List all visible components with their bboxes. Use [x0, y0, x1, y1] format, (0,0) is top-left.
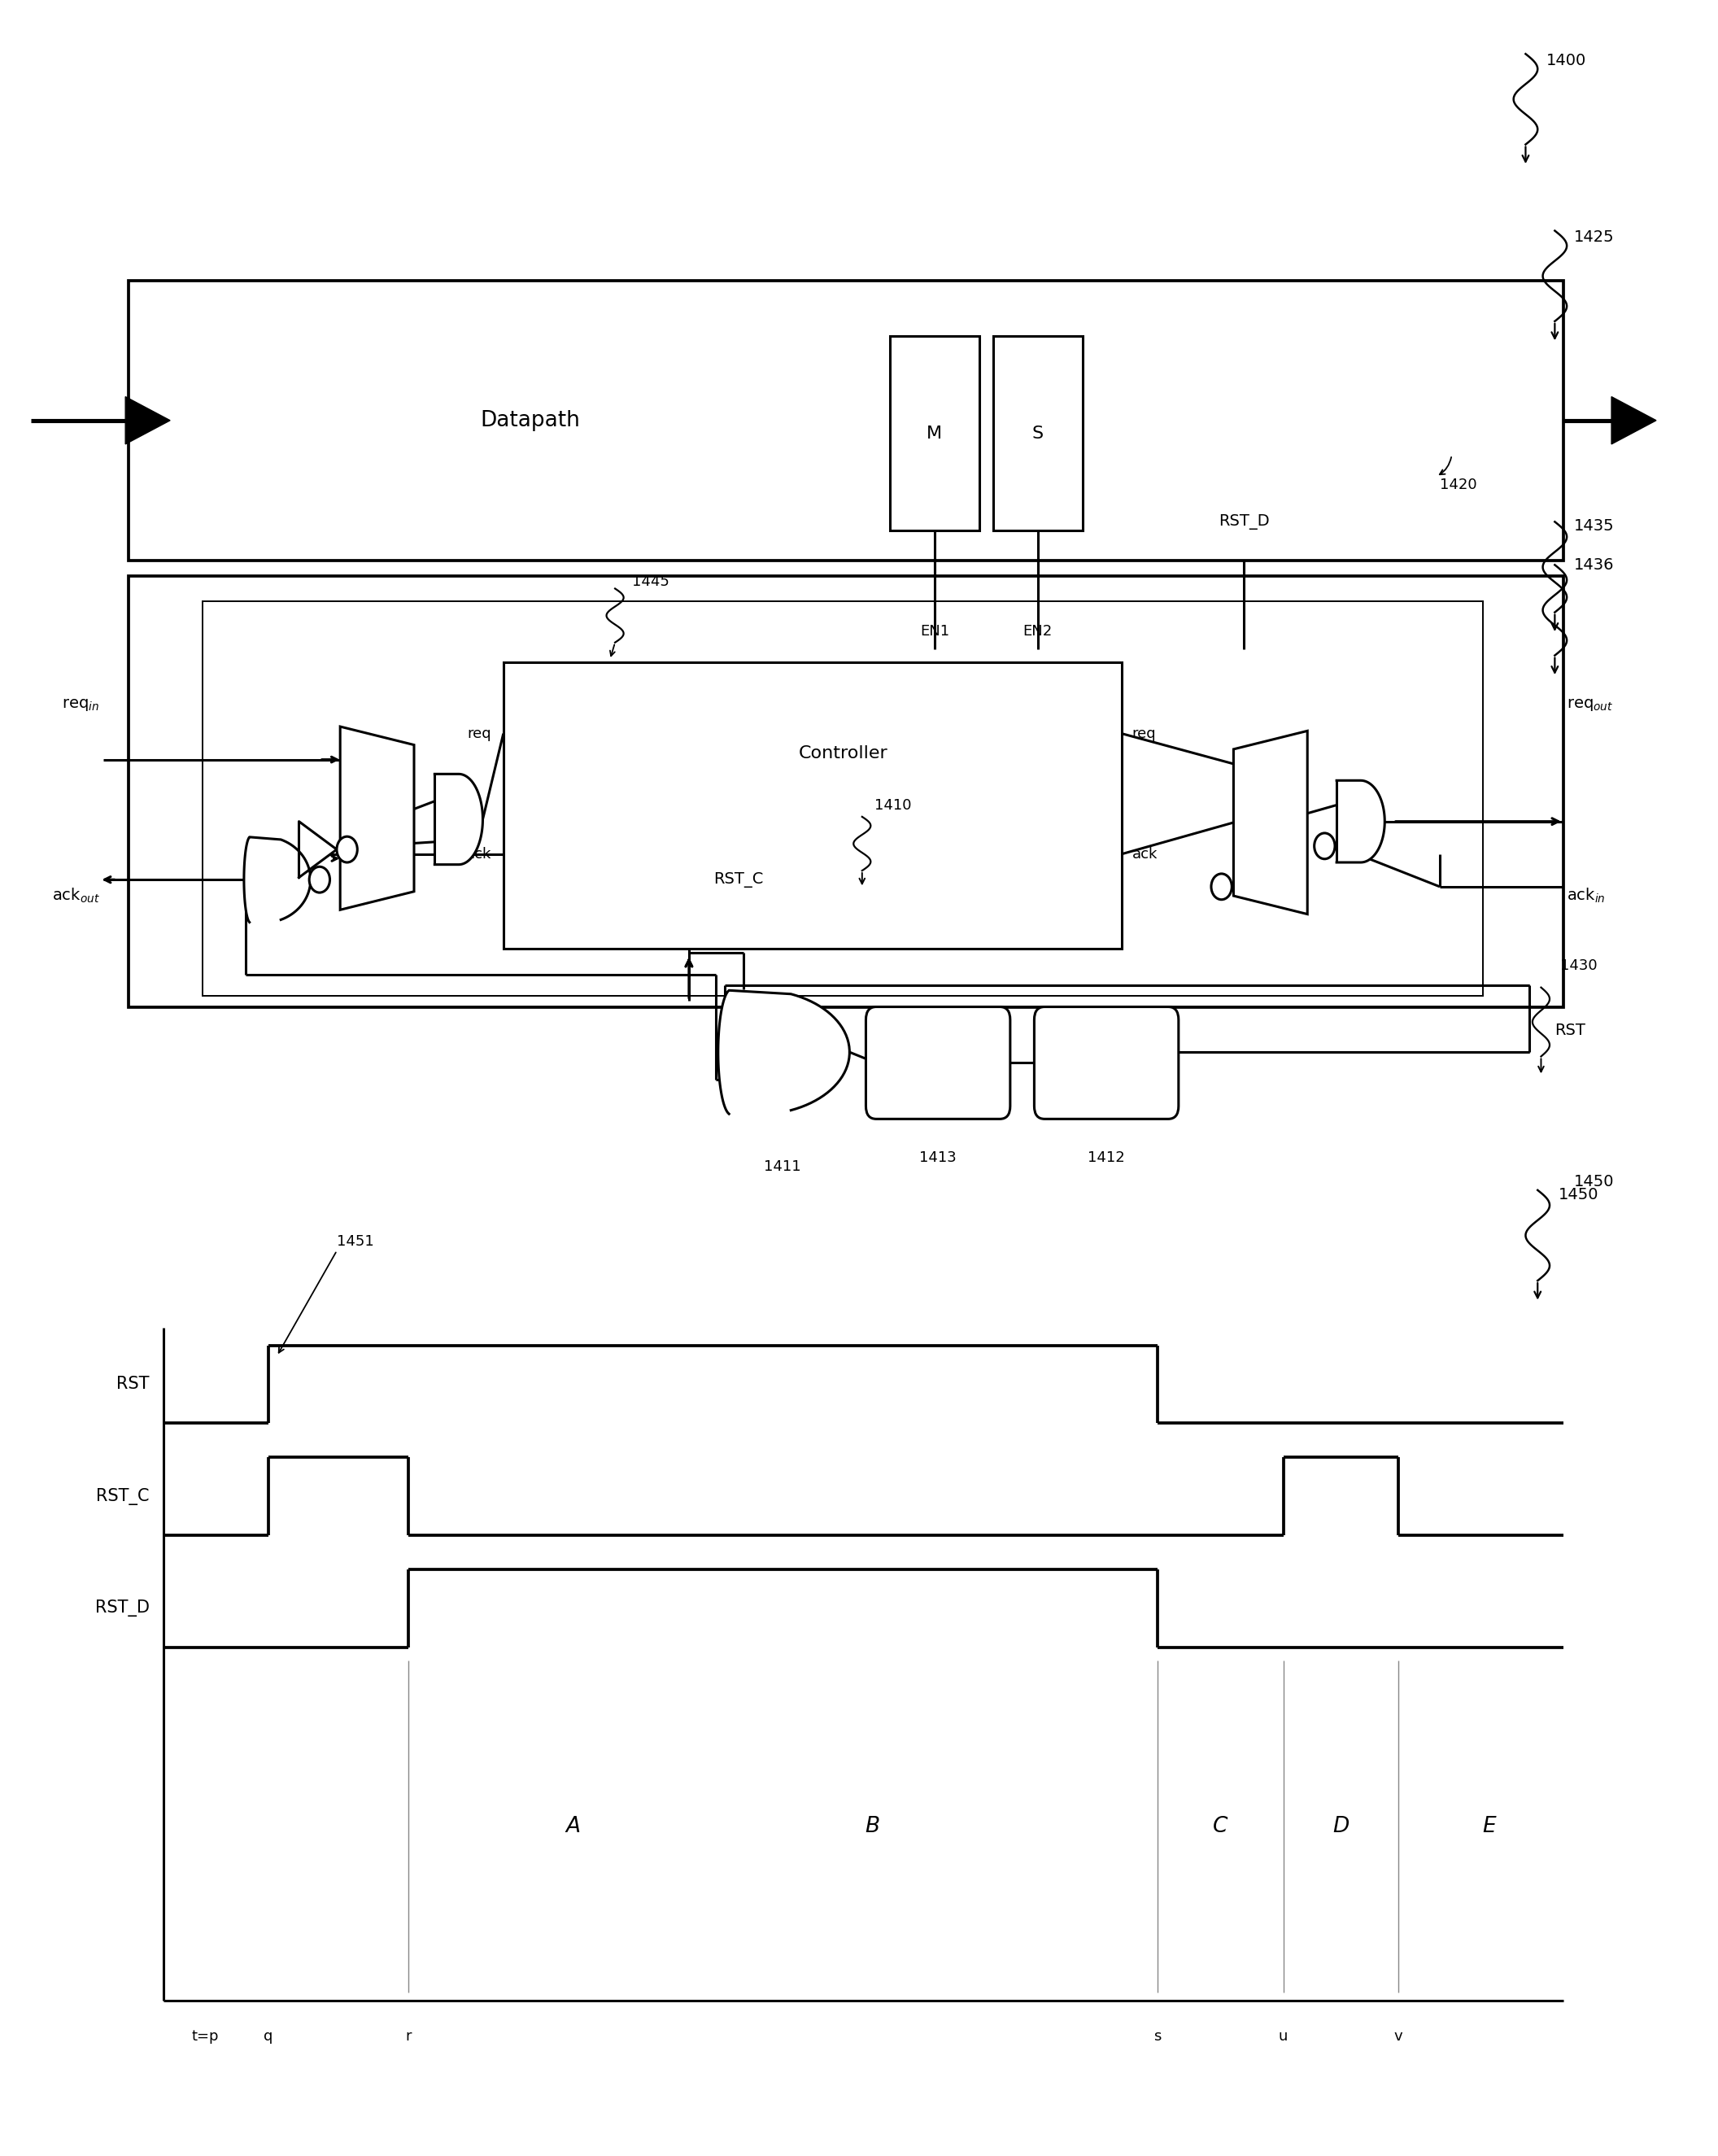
- Text: 1400: 1400: [1546, 52, 1586, 69]
- Text: RST: RST: [1555, 1022, 1586, 1039]
- Text: 1410: 1410: [874, 798, 912, 813]
- Text: 1430: 1430: [1560, 959, 1598, 972]
- Text: t=p: t=p: [192, 2029, 218, 2044]
- Text: 1425: 1425: [1574, 229, 1613, 246]
- Text: req: req: [1132, 727, 1156, 742]
- Text: req: req: [467, 727, 491, 742]
- Text: S: S: [1033, 425, 1043, 442]
- Text: E: E: [1483, 1815, 1496, 1837]
- Text: ack: ack: [1132, 847, 1158, 862]
- Circle shape: [337, 837, 357, 862]
- Bar: [890, 336, 979, 530]
- Bar: [129, 280, 1563, 561]
- Text: 1: 1: [1263, 770, 1271, 785]
- Text: 1435: 1435: [1574, 517, 1613, 535]
- Polygon shape: [1234, 731, 1307, 914]
- Text: 1411: 1411: [765, 1160, 801, 1173]
- Bar: [993, 336, 1082, 530]
- Text: 1420: 1420: [1440, 479, 1477, 492]
- Text: req$_{in}$: req$_{in}$: [62, 696, 100, 714]
- Text: 0: 0: [369, 765, 378, 780]
- FancyBboxPatch shape: [866, 1007, 1010, 1119]
- Polygon shape: [244, 837, 311, 923]
- Text: 1412: 1412: [1087, 1151, 1125, 1164]
- Text: A: A: [565, 1815, 581, 1837]
- Text: q: q: [263, 2029, 273, 2044]
- Text: ack$_{in}$: ack$_{in}$: [1567, 886, 1606, 906]
- Text: 1450: 1450: [1574, 1173, 1613, 1190]
- Text: v: v: [1393, 2029, 1402, 2044]
- Text: 1445: 1445: [632, 576, 670, 589]
- FancyBboxPatch shape: [1034, 1007, 1179, 1119]
- Text: EN2: EN2: [1022, 625, 1053, 638]
- Polygon shape: [125, 397, 170, 444]
- Text: 0: 0: [1263, 856, 1271, 871]
- Text: u: u: [1278, 2029, 1288, 2044]
- Text: ack: ack: [466, 847, 491, 862]
- Text: C: C: [1213, 1815, 1228, 1837]
- Polygon shape: [718, 990, 849, 1115]
- Bar: [129, 576, 1563, 1007]
- Text: r: r: [405, 2029, 411, 2044]
- Polygon shape: [340, 727, 414, 910]
- Circle shape: [1211, 873, 1232, 899]
- Bar: [503, 662, 1122, 949]
- Text: Controller: Controller: [799, 746, 888, 761]
- Text: EN1: EN1: [919, 625, 950, 638]
- Text: M: M: [926, 425, 943, 442]
- Bar: [203, 602, 1483, 996]
- Text: 1451: 1451: [337, 1235, 375, 1248]
- Text: B: B: [866, 1815, 880, 1837]
- Text: 1: 1: [369, 852, 378, 867]
- Polygon shape: [1337, 780, 1385, 862]
- Circle shape: [309, 867, 330, 893]
- Polygon shape: [340, 727, 414, 910]
- Text: RST_D: RST_D: [1218, 513, 1270, 530]
- Polygon shape: [299, 821, 337, 877]
- Text: RST_C: RST_C: [713, 871, 763, 888]
- Text: req$_{out}$: req$_{out}$: [1567, 696, 1613, 714]
- Text: RST: RST: [117, 1376, 149, 1393]
- Text: 1450: 1450: [1558, 1186, 1598, 1203]
- Circle shape: [1314, 832, 1335, 858]
- Text: 1436: 1436: [1574, 556, 1613, 573]
- Text: Datapath: Datapath: [481, 410, 581, 431]
- Text: D: D: [1333, 1815, 1349, 1837]
- Polygon shape: [435, 774, 483, 865]
- Polygon shape: [1234, 731, 1307, 914]
- Text: ack$_{out}$: ack$_{out}$: [52, 886, 100, 906]
- Text: 1413: 1413: [919, 1151, 957, 1164]
- Text: s: s: [1153, 2029, 1161, 2044]
- Polygon shape: [1611, 397, 1656, 444]
- Text: RST_C: RST_C: [96, 1488, 149, 1505]
- Text: RST_D: RST_D: [94, 1600, 149, 1617]
